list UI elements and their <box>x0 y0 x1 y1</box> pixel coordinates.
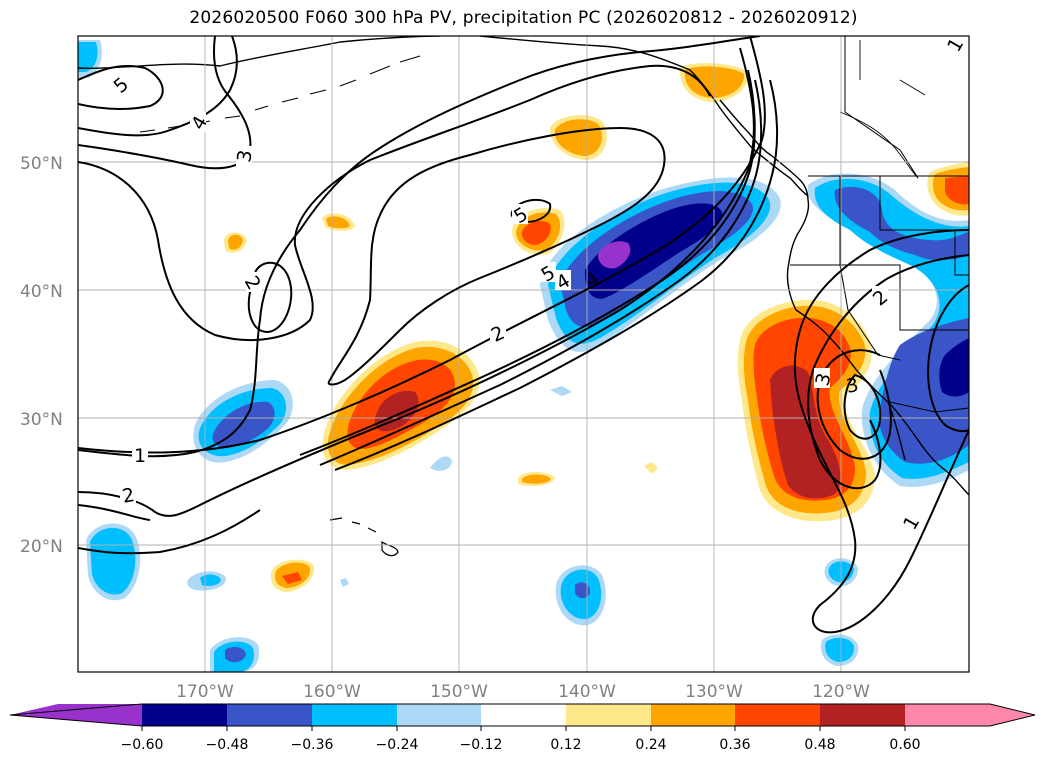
colorbar-tick-2: −0.36 <box>291 737 334 753</box>
lon-label-150w: 150°W <box>430 682 488 702</box>
neg-s3-cyan <box>825 637 855 662</box>
colorbar-swatch-3 <box>312 704 397 726</box>
colorbar-swatch-0 <box>10 704 142 726</box>
colorbar-tick-9: 0.60 <box>889 737 920 753</box>
colorbar-tick-0: −0.60 <box>121 737 164 753</box>
neg-w1-cyan <box>90 527 136 595</box>
pos-b6-orange <box>522 474 551 484</box>
bc-coast <box>719 99 810 311</box>
pv-contour-1-coast <box>793 229 969 634</box>
lon-label-160w: 160°W <box>303 682 361 702</box>
pv-contour-2-coast <box>807 254 969 490</box>
pv-contour-east <box>927 284 969 433</box>
neg-coast-navy <box>939 338 969 397</box>
colorbar-tick-1: −0.48 <box>206 737 249 753</box>
pos-cp-dark <box>374 390 419 432</box>
pv-contour-2-long <box>78 47 755 517</box>
colorbar-ticks <box>141 726 906 731</box>
lat-label-20: 20°N <box>20 537 63 557</box>
neg-band-navy <box>584 203 723 299</box>
lon-labels: 170°W 160°W 150°W 140°W 130°W 120°W <box>176 682 870 702</box>
contour-label-3-nw: 3 <box>233 148 257 164</box>
neg-s8 <box>340 578 349 587</box>
colorbar-swatch-5 <box>481 704 566 726</box>
pv-contours <box>78 36 969 634</box>
colorbar-swatch-6 <box>566 704 651 726</box>
pv-contour-2-nw <box>78 64 711 341</box>
contour-label-2-sw: 2 <box>121 484 137 508</box>
map-frame <box>77 35 970 673</box>
pv-contour-3-long <box>78 69 756 521</box>
neg-coast-blue <box>834 186 969 261</box>
neg-s2-blue <box>225 647 246 663</box>
pv-contour-1-loop <box>327 126 666 386</box>
lat-label-50: 50°N <box>20 154 63 174</box>
colorbar-tick-8: 0.48 <box>804 737 835 753</box>
hawaii-islands <box>329 517 399 557</box>
lon-label-140w: 140°W <box>558 682 616 702</box>
pv-contour-inner-loop <box>843 373 882 440</box>
pv-contour-3-coast <box>816 349 892 460</box>
pos-b2-red <box>521 221 551 245</box>
pv-contour-1-north <box>78 36 761 458</box>
colorbar-tick-3: −0.24 <box>376 737 419 753</box>
colorbar-outline <box>9 703 1036 727</box>
colorbar-swatch-2 <box>227 704 312 726</box>
pos-b5-red <box>282 572 302 584</box>
alaska-canada-border <box>844 36 919 179</box>
state-line-4 <box>839 264 901 361</box>
pv-contour-1-south <box>78 509 261 555</box>
colorbar-swatch-7 <box>651 704 735 726</box>
colorbar-tick-7: 0.36 <box>719 737 750 753</box>
lat-labels: 50°N 40°N 30°N 20°N <box>20 154 63 557</box>
colorbar-swatch-9 <box>820 704 905 726</box>
pv-contour-4-long <box>319 79 763 466</box>
colorbar-tick-5: 0.12 <box>550 737 581 753</box>
colorbar-swatch-8 <box>735 704 820 726</box>
pv-contour-5-nw <box>78 64 164 111</box>
lat-label-30: 30°N <box>20 410 63 430</box>
colorbar-tick-4: −0.12 <box>460 737 503 753</box>
neg-w2-cyan <box>78 42 98 72</box>
lon-label-130w: 130°W <box>685 682 743 702</box>
pos-b9 <box>644 462 658 474</box>
pos-b1-orange <box>554 119 602 156</box>
canada-interior <box>839 40 926 179</box>
colorbar-swatch-4 <box>397 704 481 726</box>
colorbar-swatch-1 <box>142 704 227 726</box>
contour-label-3-inner: 3 <box>845 374 861 398</box>
lon-label-120w: 120°W <box>812 682 870 702</box>
pv-contour-5-long <box>334 79 779 471</box>
lat-label-40: 40°N <box>20 282 63 302</box>
colorbar-tick-6: 0.24 <box>635 737 666 753</box>
pos-b8-orange <box>228 234 243 250</box>
colorbar-swatch-10 <box>905 704 1035 726</box>
contour-label-1-w: 1 <box>134 445 146 467</box>
map-title: 2026020500 F060 300 hPa PV, precipitatio… <box>189 8 858 28</box>
precip-shading <box>78 40 969 672</box>
colorbar: −0.60 −0.48 −0.36 −0.24 −0.12 0.12 0.24 … <box>9 703 1036 753</box>
neg-band-purple <box>598 241 631 269</box>
pos-b4-red <box>945 176 969 205</box>
neg-s1-blue <box>575 582 590 599</box>
neg-s6 <box>430 456 452 471</box>
neg-s7 <box>550 386 572 396</box>
contour-label-3-coast: 3 <box>811 371 835 388</box>
lon-label-170w: 170°W <box>176 682 234 702</box>
